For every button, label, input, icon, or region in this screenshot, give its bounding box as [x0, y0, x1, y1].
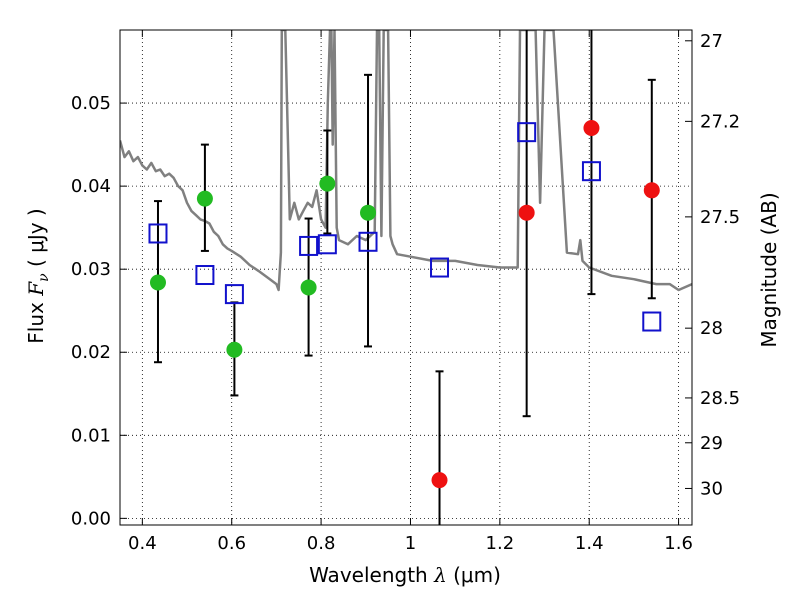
model-square-point — [317, 234, 337, 255]
x-tick-label: 0.6 — [217, 533, 246, 554]
model-square-point — [517, 122, 537, 143]
right-tick-label: 27.5 — [700, 207, 740, 228]
x-axis-label-unit: (μm) — [447, 563, 501, 587]
plot-frame — [119, 29, 693, 526]
data-markers — [148, 120, 662, 489]
right-axis-label: Magnitude (AB) — [757, 192, 781, 347]
observed-point — [319, 175, 336, 192]
y-tick-label: 0.02 — [71, 342, 111, 363]
model-square-point — [358, 231, 378, 252]
observed-point — [149, 274, 166, 291]
observed-point — [300, 279, 317, 296]
x-axis-label: Wavelength λ (μm) — [309, 563, 501, 587]
y-tick-label: 0.03 — [71, 259, 111, 280]
right-tick-label: 28.5 — [700, 388, 740, 409]
model-square-point — [642, 311, 662, 332]
y-axis-label-subscript: ν — [36, 273, 52, 282]
y-tick-label: 0.01 — [71, 425, 111, 446]
spectrum-line — [120, 30, 692, 292]
x-tick-label: 1.2 — [486, 533, 515, 554]
model-square-point — [299, 235, 319, 256]
y-axis-label-prefix: Flux — [24, 296, 48, 344]
y-tick-label: 0.05 — [71, 93, 111, 114]
y-axis-label-symbol: F — [24, 281, 48, 297]
x-tick-label: 1.6 — [664, 533, 693, 554]
right-tick-label: 29 — [700, 433, 723, 454]
model-square-point — [148, 223, 168, 244]
observed-point — [518, 204, 535, 221]
observed-point — [431, 472, 448, 489]
model-square-point — [430, 257, 450, 278]
observed-point — [226, 341, 243, 358]
x-tick-label: 1 — [405, 533, 416, 554]
y-axis-label-unit: ( μJy ) — [24, 208, 48, 273]
x-axis-label-symbol: λ — [433, 563, 447, 587]
y-axis-label: Flux Fν ( μJy ) — [24, 208, 52, 343]
right-tick-label: 28 — [700, 318, 723, 339]
error-bar — [587, 30, 596, 296]
axis-ticks: 0.4 0.6 0.8 1 1.2 1.4 1.6 0.00 0.01 0.02 0.03 0.04 0… — [71, 30, 740, 554]
observed-point — [583, 120, 600, 137]
right-tick-label: 30 — [700, 478, 723, 499]
error-bar — [522, 30, 531, 418]
model-square-point — [224, 284, 244, 305]
x-tick-label: 0.4 — [128, 533, 157, 554]
x-tick-label: 1.4 — [575, 533, 604, 554]
y-tick-label: 0.04 — [71, 176, 111, 197]
observed-point — [643, 182, 660, 199]
right-tick-label: 27 — [700, 31, 723, 52]
y-tick-label: 0.00 — [71, 508, 111, 529]
error-bar — [435, 370, 444, 525]
right-tick-label: 27.2 — [700, 111, 740, 132]
model-spectrum — [120, 30, 692, 292]
x-tick-label: 0.8 — [307, 533, 336, 554]
model-square-point — [195, 265, 215, 286]
x-axis-label-prefix: Wavelength — [309, 563, 434, 587]
model-square-point — [581, 161, 601, 182]
observed-point — [360, 204, 377, 221]
observed-point — [196, 190, 213, 207]
